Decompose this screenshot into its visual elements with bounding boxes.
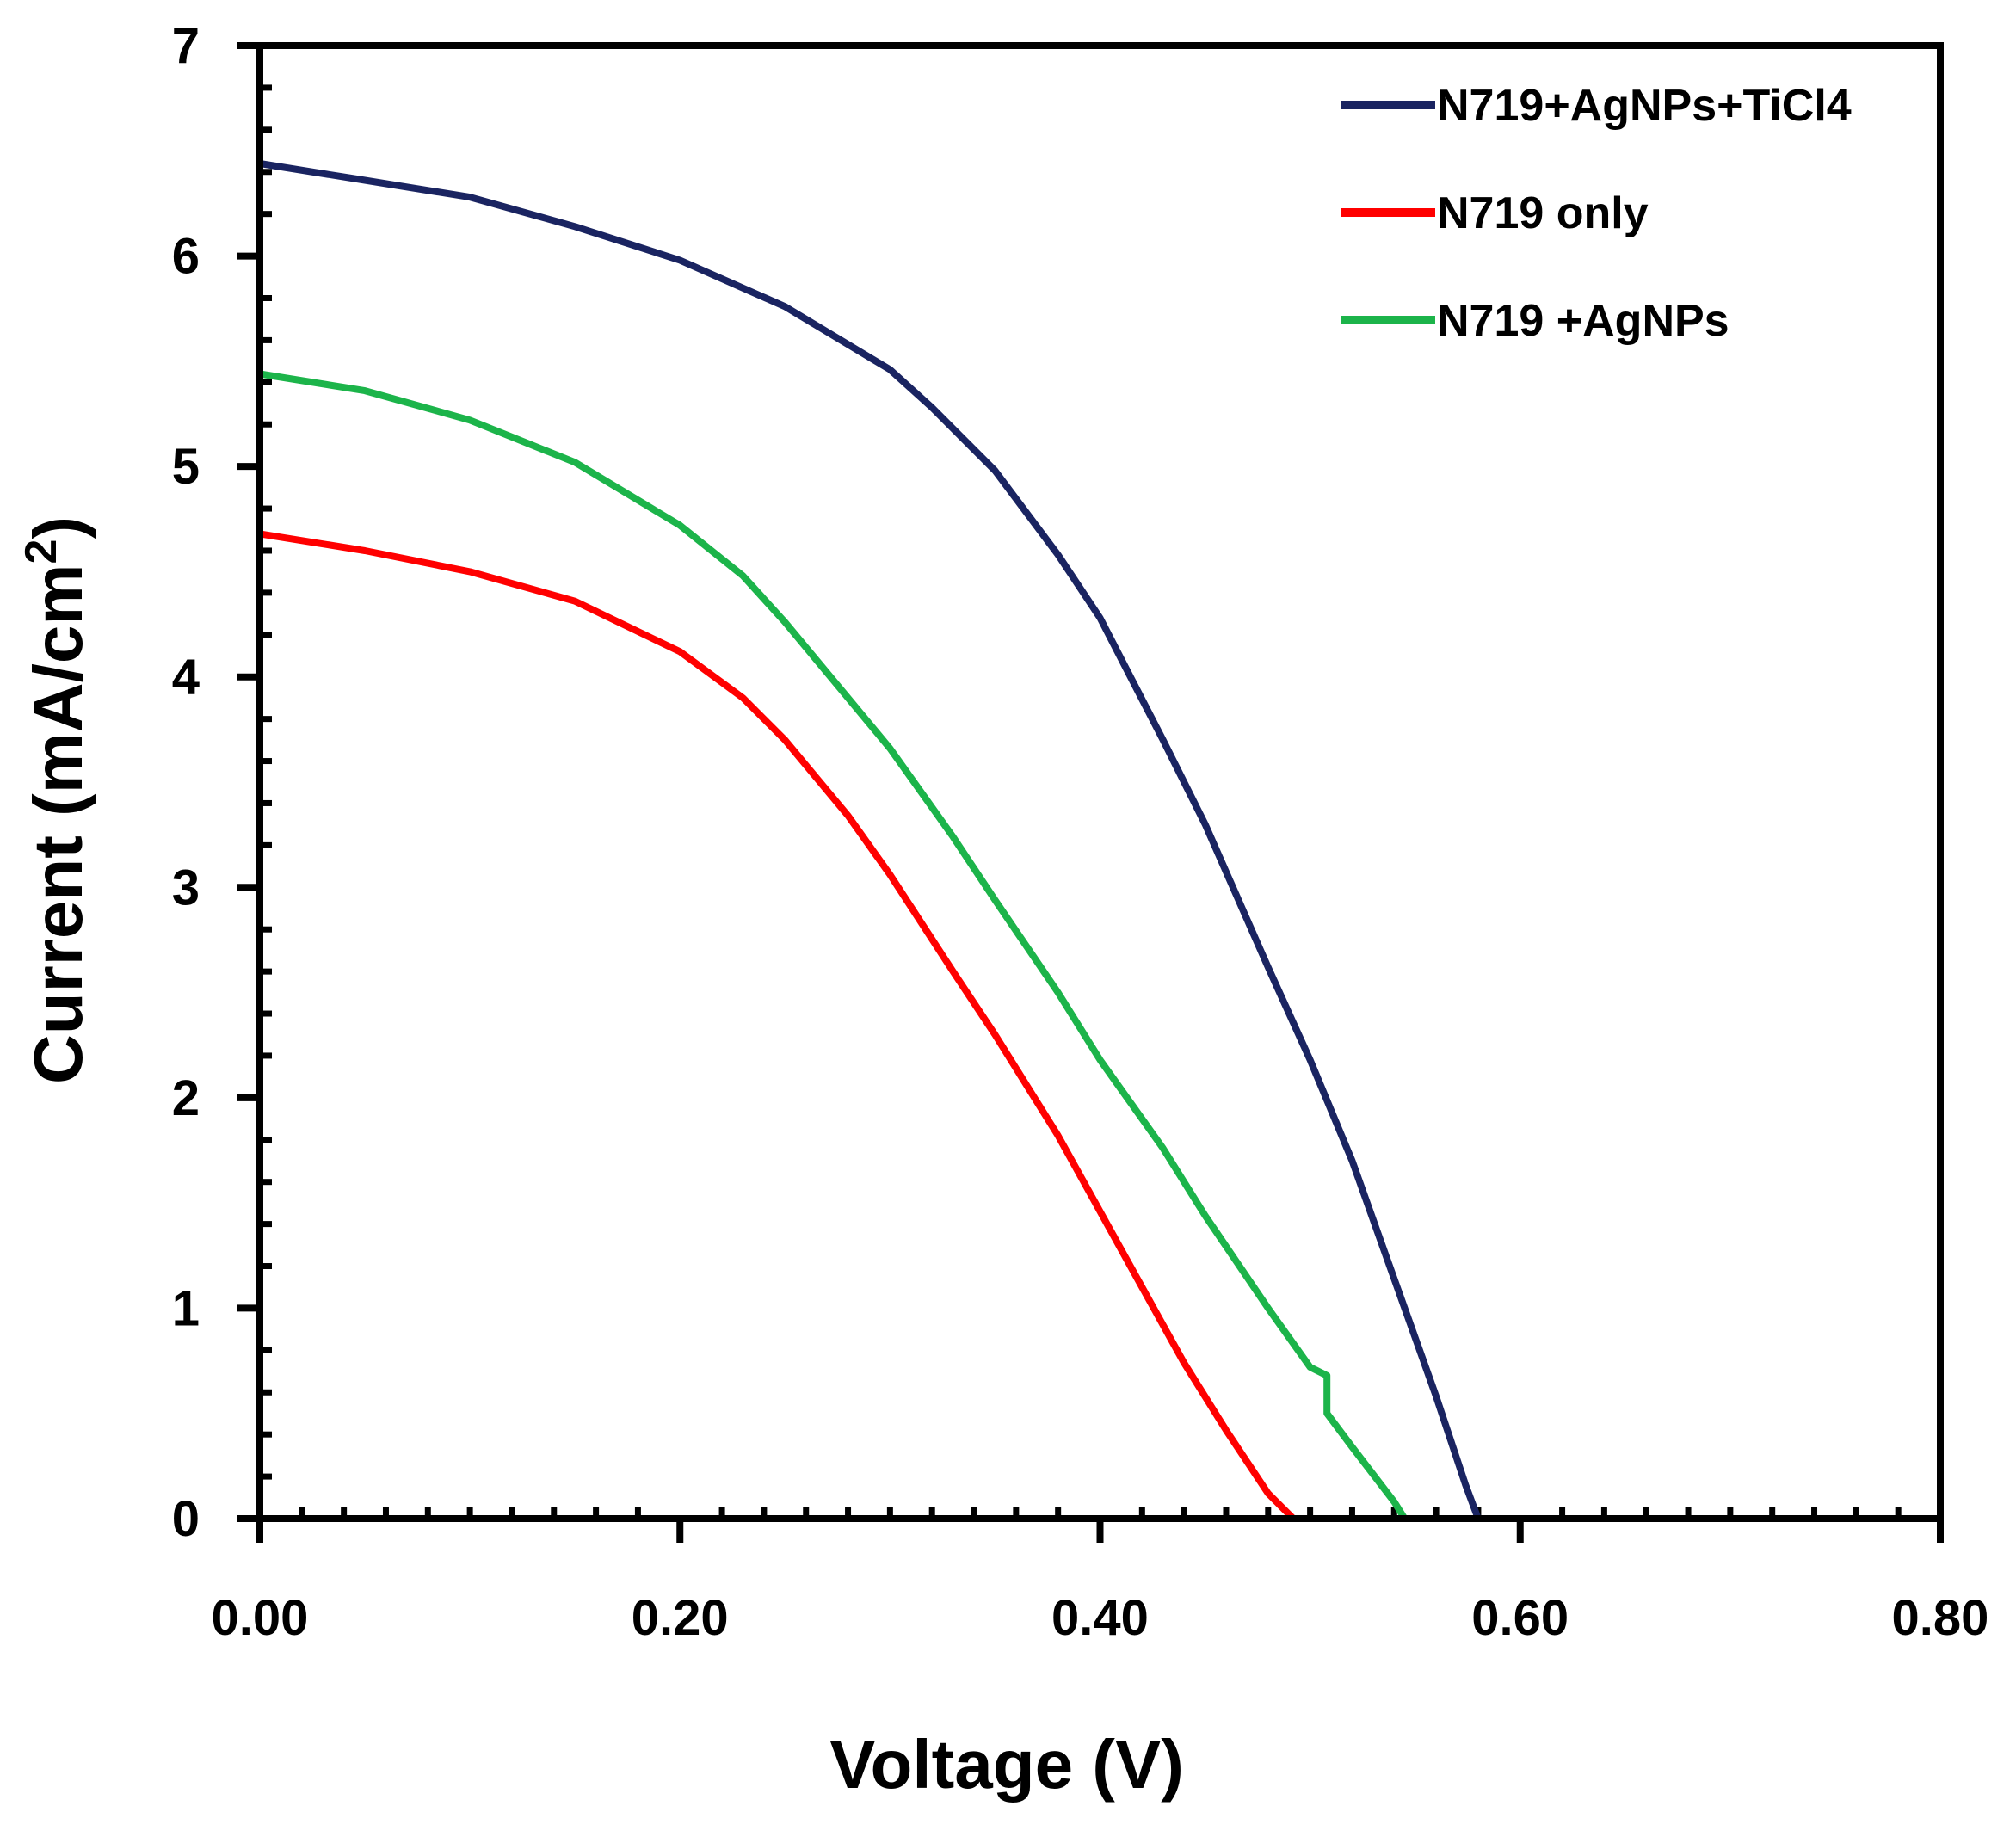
legend-label-n719-agnps: N719 +AgNPs bbox=[1437, 296, 1729, 346]
y-axis-title-superscript: 2 bbox=[16, 539, 66, 564]
legend-label-n719-agnps-ticl4: N719+AgNPs+TiCl4 bbox=[1437, 81, 1852, 131]
x-tick-label: 0.00 bbox=[212, 1590, 309, 1646]
x-tick-label: 0.80 bbox=[1892, 1590, 1989, 1646]
x-tick-label: 0.60 bbox=[1471, 1590, 1569, 1646]
y-tick-label: 6 bbox=[172, 229, 200, 285]
plot-frame bbox=[256, 42, 1944, 1522]
y-tick-label: 7 bbox=[172, 18, 200, 74]
y-axis-title-close: ) bbox=[20, 516, 96, 539]
y-tick-label: 2 bbox=[172, 1070, 200, 1126]
x-tick-labels: 0.00 0.20 0.40 0.60 0.80 bbox=[212, 1590, 1989, 1646]
x-tick-label: 0.40 bbox=[1051, 1590, 1149, 1646]
series-line-n719-agnps-ticl4 bbox=[256, 160, 1482, 1522]
series-line-n719-agnps bbox=[256, 370, 1409, 1522]
series-layer bbox=[256, 160, 1482, 1522]
y-tick-label: 4 bbox=[172, 650, 200, 706]
y-tick-labels: 0 1 2 3 4 5 6 7 bbox=[172, 18, 200, 1547]
y-tick-label: 0 bbox=[172, 1491, 200, 1547]
y-tick-label: 1 bbox=[172, 1280, 200, 1336]
legend-label-n719-only: N719 only bbox=[1437, 188, 1649, 238]
y-tick-label: 3 bbox=[172, 860, 200, 915]
y-axis-title-main: Current (mA/cm bbox=[20, 564, 96, 1085]
y-tick-label: 5 bbox=[172, 439, 200, 495]
series-line-n719-only bbox=[256, 530, 1298, 1522]
legend: N719+AgNPs+TiCl4 N719 only N719 +AgNPs bbox=[1341, 81, 1852, 346]
y-axis-title: Current (mA/cm2) bbox=[16, 516, 96, 1084]
x-axis-title: Voltage (V) bbox=[829, 1726, 1184, 1803]
x-tick-label: 0.20 bbox=[632, 1590, 729, 1646]
